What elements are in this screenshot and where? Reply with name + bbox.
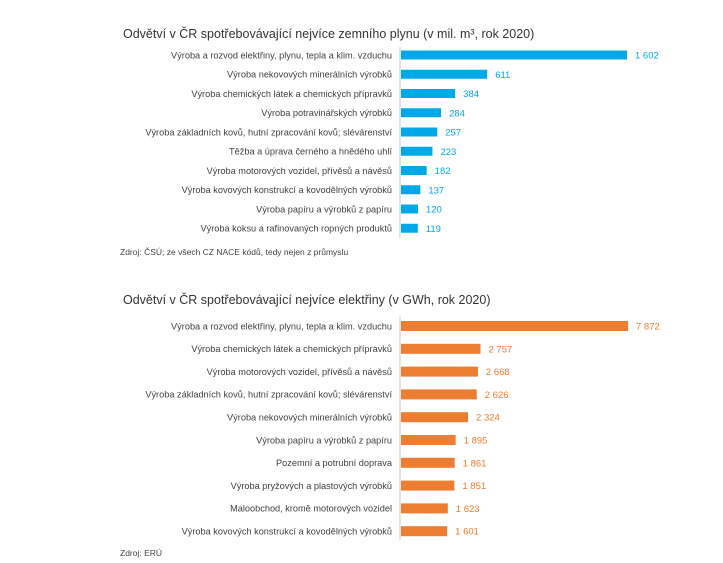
bar	[401, 366, 478, 377]
data-label: 7 872	[636, 322, 660, 333]
data-label: 2 324	[476, 413, 500, 424]
bar	[401, 166, 427, 175]
bar	[401, 185, 421, 195]
data-label: 1 861	[463, 458, 487, 469]
bar	[401, 412, 469, 423]
data-label: 284	[449, 108, 465, 119]
bar	[401, 457, 455, 468]
category-label: Výroba papíru a výrobků z papíru	[256, 204, 392, 214]
source-note: Zdroj: ERÚ	[120, 548, 162, 558]
category-label: Výroba a rozvod elektřiny, plynu, tepla …	[171, 321, 392, 331]
data-label: 119	[426, 224, 441, 235]
category-label: Výroba nekovových minerálních výrobků	[227, 413, 392, 423]
source-note: Zdroj: ČSÚ; ze všech CZ NACE kódů, tedy …	[120, 247, 348, 257]
category-label: Výroba chemických látek a chemických pří…	[191, 89, 392, 99]
category-label: Výroba nekovových minerálních výrobků	[227, 70, 392, 80]
electricity-consumption-chart: Odvětví v ČR spotřebovávající nejvíce el…	[120, 292, 660, 558]
data-label: 182	[435, 166, 451, 177]
bar	[401, 321, 628, 331]
bar	[401, 389, 477, 400]
data-label: 1 602	[635, 51, 659, 62]
category-label: Výroba základních kovů, hutní zpracování…	[145, 127, 392, 137]
category-label: Výroba motorových vozidel, přívěsů a náv…	[207, 166, 392, 176]
category-label: Pozemní a potrubní doprava	[276, 458, 393, 468]
category-label: Výroba pryžových a plastových výrobků	[231, 481, 392, 491]
category-label: Výroba základních kovů, hutní zpracování…	[145, 390, 392, 400]
bar	[401, 146, 433, 156]
data-label: 257	[445, 128, 461, 139]
bar	[401, 69, 488, 79]
data-label: 1 895	[464, 436, 488, 447]
category-label: Výroba koksu a rafinovaných ropných prod…	[200, 224, 392, 234]
category-label: Výroba a rozvod elektřiny, plynu, tepla …	[171, 50, 392, 60]
data-label: 120	[426, 205, 442, 216]
data-label: 223	[440, 147, 456, 158]
category-label: Maloobchod, kromě motorových vozidel	[230, 504, 392, 514]
data-label: 611	[495, 70, 510, 81]
bar	[401, 503, 448, 514]
bar	[401, 108, 442, 118]
category-label: Výroba kovových konstrukcí a kovodělných…	[182, 527, 392, 537]
category-label: Těžba a úprava černého a hnědého uhlí	[229, 147, 392, 157]
data-label: 1 851	[462, 481, 486, 492]
category-label: Výroba papíru a výrobků z papíru	[256, 435, 392, 445]
bar	[401, 204, 418, 214]
bar	[401, 223, 418, 233]
bar	[401, 526, 448, 537]
data-label: 2 668	[486, 367, 510, 378]
bar	[401, 89, 456, 98]
bar	[401, 435, 456, 445]
chart-title: Odvětví v ČR spotřebovávající nejvíce ze…	[123, 26, 534, 41]
gas-consumption-chart: Odvětví v ČR spotřebovávající nejvíce ze…	[120, 26, 659, 257]
bar	[401, 127, 438, 137]
bar	[401, 480, 455, 491]
bar	[401, 50, 627, 60]
chart-title: Odvětví v ČR spotřebovávající nejvíce el…	[123, 292, 491, 307]
bar	[401, 343, 481, 354]
category-label: Výroba potravinářských výrobků	[261, 108, 392, 118]
category-label: Výroba chemických látek a chemických pří…	[191, 344, 392, 354]
category-label: Výroba kovových konstrukcí a kovodělných…	[182, 185, 392, 195]
data-label: 137	[428, 185, 444, 196]
data-label: 2 626	[485, 390, 509, 401]
data-label: 384	[463, 89, 479, 100]
category-label: Výroba motorových vozidel, přívěsů a náv…	[207, 367, 392, 377]
data-label: 1 601	[455, 527, 479, 538]
data-label: 1 623	[456, 504, 480, 515]
data-label: 2 757	[489, 344, 513, 355]
